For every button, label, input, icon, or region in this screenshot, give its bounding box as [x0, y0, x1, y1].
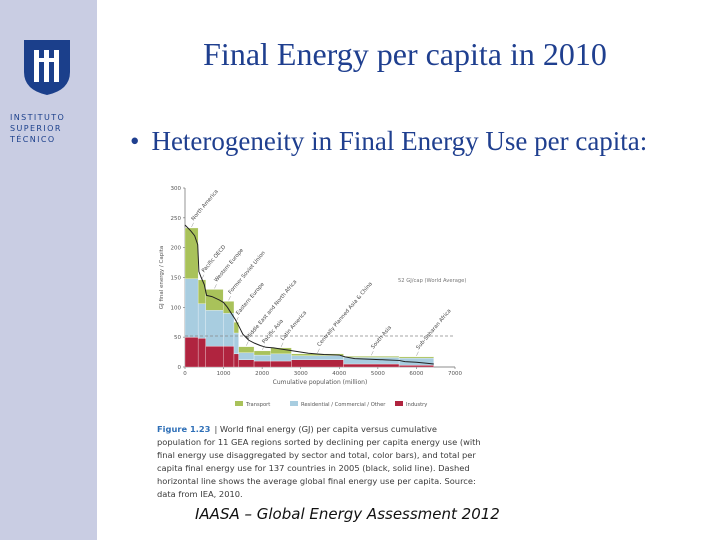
bar-industry [205, 345, 224, 368]
average-line-label: 52 GJ/cap (World Average) [398, 278, 466, 284]
y-tick-label: 50 [174, 335, 181, 341]
region-label: South Asia [370, 325, 393, 350]
bar-industry [197, 338, 206, 368]
x-axis-label: Cumulative population (million) [273, 379, 368, 386]
x-tick-label: 7000 [448, 371, 462, 377]
region-label-leader [214, 284, 217, 289]
region-label-leader [236, 317, 239, 322]
legend-label: Residential / Commercial / Other [301, 402, 386, 408]
figure-label: Figure 1.23 [157, 424, 211, 434]
x-tick-label: 0 [183, 371, 187, 377]
y-tick-label: 100 [171, 305, 182, 311]
bar-residential [238, 352, 255, 360]
bar-industry [291, 359, 344, 368]
bar-residential [197, 303, 206, 339]
x-tick-label: 1000 [217, 371, 231, 377]
bar-residential [253, 354, 271, 362]
region-label-leader [416, 351, 419, 356]
sidebar: INSTITUTO SUPERIOR TÉCNICO [0, 0, 97, 540]
bar-industry [223, 345, 235, 368]
bar-transport [343, 356, 400, 358]
region-label: North America [190, 189, 219, 222]
bar-transport [253, 350, 271, 356]
legend-label: Industry [406, 402, 427, 408]
y-tick-label: 300 [171, 186, 182, 192]
figure-caption: Figure 1.23 | World final energy (GJ) per… [157, 423, 482, 501]
source-citation: IAASA – Global Energy Assessment 2012 [195, 505, 500, 523]
region-label-leader [246, 341, 249, 346]
x-tick-label: 6000 [409, 371, 423, 377]
bar-transport [223, 301, 235, 314]
logo-line-2: SUPERIOR [10, 124, 62, 133]
bar-transport [205, 289, 224, 311]
bar-transport [184, 227, 199, 279]
bar-industry [184, 337, 199, 368]
bar-industry [343, 363, 400, 368]
caption-text: | World final energy (GJ) per capita ver… [157, 424, 481, 499]
bar-industry [233, 353, 239, 368]
bar-residential [291, 355, 344, 360]
bullet-dot-icon: • [130, 126, 140, 156]
logo-line-3: TÉCNICO [10, 135, 56, 144]
legend-swatch [290, 401, 298, 406]
bar-industry [398, 365, 434, 368]
region-label: Centrally Planned Asia & China [316, 281, 373, 348]
region-label: Sub-Saharan Africa [415, 308, 452, 351]
y-tick-label: 250 [171, 216, 182, 222]
bar-transport [197, 279, 206, 304]
slide-title: Final Energy per capita in 2010 [203, 36, 607, 72]
legend-swatch [395, 401, 403, 406]
bar-industry [238, 359, 255, 368]
region-label-leader [317, 348, 320, 353]
bar-industry [253, 360, 271, 368]
x-tick-label: 5000 [371, 371, 385, 377]
bar-residential [223, 313, 235, 347]
logo-wordmark: INSTITUTO SUPERIOR TÉCNICO [10, 112, 88, 145]
bar-residential [270, 353, 292, 362]
y-axis-label: GJ final energy / Capita [159, 246, 165, 310]
total-energy-line [184, 224, 434, 365]
region-label-leader [228, 296, 231, 301]
region-label-leader [191, 222, 194, 228]
logo-line-1: INSTITUTO [10, 113, 66, 122]
legend-swatch [235, 401, 243, 406]
bar-transport [398, 356, 434, 359]
legend-label: Transport [245, 402, 270, 408]
bar-industry [270, 360, 292, 368]
bullet-point: • Heterogeneity in Final Energy Use per c… [130, 126, 647, 157]
y-tick-label: 0 [178, 365, 182, 371]
region-label: Latin America [280, 310, 308, 342]
x-tick-label: 2000 [255, 371, 269, 377]
region-label-leader [280, 342, 284, 347]
region-label-leader [371, 351, 374, 356]
bar-residential [205, 310, 224, 347]
bar-residential [184, 278, 199, 338]
region-label-leader [201, 274, 205, 279]
y-tick-label: 150 [171, 276, 182, 282]
ist-logo-icon [24, 40, 70, 95]
y-tick-label: 200 [171, 246, 182, 252]
bar-transport [238, 346, 255, 353]
x-tick-label: 4000 [332, 371, 346, 377]
region-label-leader [262, 345, 265, 350]
region-label: Eastern Europe [235, 282, 266, 317]
bullet-text: Heterogeneity in Final Energy Use per ca… [151, 126, 648, 156]
x-tick-label: 3000 [294, 371, 308, 377]
